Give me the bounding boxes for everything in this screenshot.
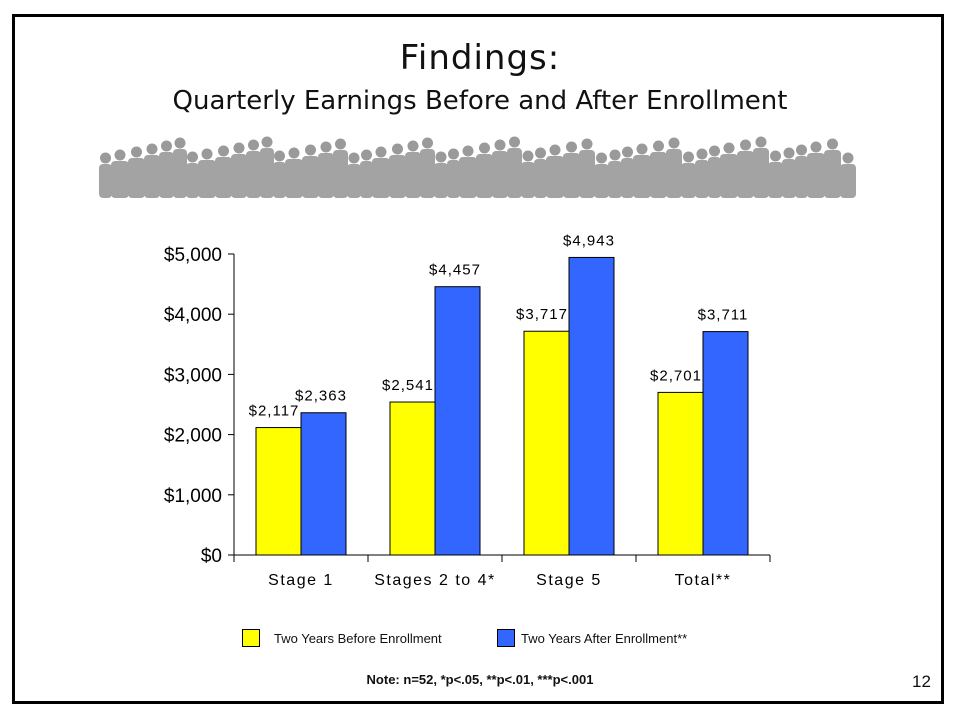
legend-swatch-after bbox=[497, 629, 515, 647]
slide-title: Findings: bbox=[399, 38, 561, 78]
data-label-before: $2,701 bbox=[650, 367, 702, 384]
data-label-before: $2,117 bbox=[249, 403, 300, 420]
bar-chart: $0 $1,000 $2,000 $3,000 $4,000 $5,000 Stage 1 S… bbox=[164, 232, 771, 589]
x-tick-label: Stage 1 bbox=[268, 572, 334, 589]
bar-after bbox=[300, 412, 347, 556]
y-tick-label: $2,000 bbox=[164, 426, 222, 447]
legend-item-before: Two Years Before Enrollment bbox=[242, 628, 442, 648]
statistics-note: Note: n=52, *p<.05, **p<.01, ***p<.001 bbox=[366, 672, 594, 687]
bar-before bbox=[255, 427, 302, 556]
bar-after bbox=[568, 256, 615, 556]
chart-legend: Two Years Before Enrollment Two Years Af… bbox=[0, 628, 960, 648]
slide-subtitle: Quarterly Earnings Before and After Enro… bbox=[172, 86, 788, 116]
y-tick-label: $4,000 bbox=[164, 305, 222, 326]
data-label-after: $2,363 bbox=[295, 388, 347, 405]
data-label-before: $3,717 bbox=[516, 306, 568, 323]
x-tick-label: Stages 2 to 4* bbox=[374, 572, 496, 589]
y-tick-label: $5,000 bbox=[164, 245, 222, 266]
y-tick-label: $0 bbox=[201, 546, 222, 567]
bar-before bbox=[657, 391, 704, 556]
legend-label-before: Two Years Before Enrollment bbox=[274, 630, 442, 646]
data-label-after: $4,457 bbox=[429, 262, 481, 279]
x-tick-label: Total** bbox=[675, 572, 732, 589]
data-label-after: $4,943 bbox=[563, 232, 615, 249]
page-number: 12 bbox=[912, 672, 931, 691]
crowd-silhouette-icon bbox=[99, 136, 856, 198]
data-label-before: $2,541 bbox=[382, 377, 434, 394]
legend-swatch-before bbox=[242, 629, 260, 647]
bar-before bbox=[389, 401, 436, 556]
bar-after bbox=[434, 286, 481, 556]
x-tick-label: Stage 5 bbox=[536, 572, 602, 589]
y-tick-label: $3,000 bbox=[164, 365, 222, 386]
data-label-after: $3,711 bbox=[698, 307, 749, 324]
bar-before bbox=[523, 330, 570, 556]
legend-label-after: Two Years After Enrollment** bbox=[521, 630, 688, 646]
legend-item-after: Two Years After Enrollment** bbox=[497, 628, 687, 648]
bar-after bbox=[702, 331, 749, 556]
y-tick-label: $1,000 bbox=[164, 486, 222, 507]
